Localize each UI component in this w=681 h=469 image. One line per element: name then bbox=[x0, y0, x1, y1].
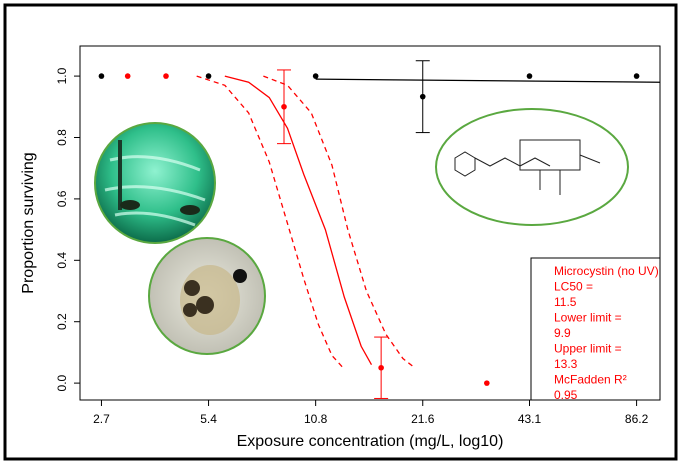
x-tick-label: 43.1 bbox=[518, 412, 542, 426]
plot-frame bbox=[79, 45, 661, 401]
x-tick-label: 86.2 bbox=[625, 412, 649, 426]
point bbox=[163, 73, 169, 79]
point bbox=[526, 73, 533, 79]
molecule-image bbox=[435, 108, 629, 226]
legend-text: Lower limit = bbox=[554, 311, 622, 325]
point bbox=[98, 73, 105, 79]
legend-text: LC50 = bbox=[554, 280, 593, 294]
legend-text: 0.95 bbox=[554, 388, 578, 402]
legend: Microcystin (no UV) LC50 =11.5 Lower limit… bbox=[530, 257, 661, 402]
photo-daphnia bbox=[148, 237, 266, 355]
y-tick-label: 0.0 bbox=[55, 374, 69, 391]
y-axis-label: Proportion surviving bbox=[20, 152, 37, 293]
point bbox=[419, 93, 426, 100]
point bbox=[281, 103, 287, 110]
x-tick-label: 10.8 bbox=[304, 412, 328, 426]
fit-line bbox=[196, 75, 344, 369]
y-tick-label: 0.2 bbox=[55, 313, 69, 330]
point bbox=[205, 73, 212, 79]
y-tick-label: 0.6 bbox=[55, 190, 69, 207]
legend-text: Upper limit = bbox=[554, 342, 622, 356]
y-tick-label: 1.0 bbox=[55, 67, 69, 84]
fit-line bbox=[263, 75, 416, 369]
x-tick-label: 5.4 bbox=[200, 412, 217, 426]
fit-line bbox=[224, 75, 373, 366]
y-tick-label: 0.8 bbox=[55, 129, 69, 146]
point bbox=[312, 73, 319, 79]
photo-water bbox=[94, 122, 216, 244]
legend-text: 9.9 bbox=[554, 326, 571, 340]
y-tick-label: 0.4 bbox=[55, 252, 69, 269]
x-tick-label: 2.7 bbox=[93, 412, 110, 426]
legend-box bbox=[530, 257, 661, 401]
point bbox=[124, 73, 131, 79]
error-bar bbox=[374, 336, 389, 399]
fit-line bbox=[315, 78, 661, 83]
legend-text: Microcystin (no UV) bbox=[554, 264, 659, 278]
legend-text: 13.3 bbox=[554, 357, 578, 371]
x-tick-label: 21.6 bbox=[411, 412, 435, 426]
legend-text: McFadden R² bbox=[554, 373, 627, 387]
point bbox=[633, 73, 640, 79]
x-axis-label: Exposure concentration (mg/L, log10) bbox=[237, 433, 504, 450]
legend-text: 11.5 bbox=[554, 295, 577, 309]
point bbox=[484, 380, 490, 386]
